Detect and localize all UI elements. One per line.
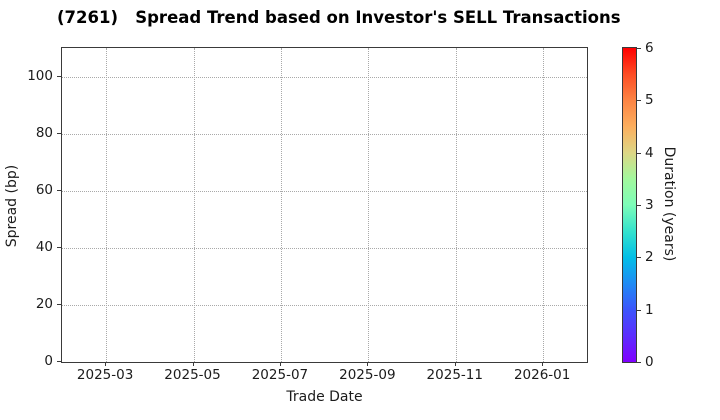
colorbar-tick-mark bbox=[637, 152, 641, 154]
x-tick-mark bbox=[105, 362, 107, 366]
x-tick-mark bbox=[454, 362, 456, 366]
y-tick-mark bbox=[57, 361, 61, 362]
colorbar-tick-label: 3 bbox=[645, 197, 654, 213]
y-gridline bbox=[62, 76, 587, 78]
colorbar-tick-label: 0 bbox=[645, 354, 654, 370]
x-tick-label: 2025-09 bbox=[339, 367, 396, 383]
x-gridline bbox=[280, 48, 282, 362]
colorbar-tick-label: 6 bbox=[645, 40, 654, 56]
y-tick-label: 40 bbox=[35, 238, 53, 255]
y-tick-mark bbox=[57, 189, 61, 191]
colorbar-tick-mark bbox=[637, 100, 641, 102]
x-tick-mark bbox=[279, 362, 281, 366]
x-tick-mark bbox=[192, 362, 194, 366]
y-tick-mark bbox=[57, 75, 61, 77]
y-tick-label: 20 bbox=[35, 295, 53, 312]
colorbar-tick-label: 1 bbox=[645, 301, 654, 318]
y-tick-label: 100 bbox=[27, 67, 53, 84]
x-tick-label: 2026-01 bbox=[513, 367, 571, 383]
x-gridline bbox=[543, 48, 545, 362]
colorbar-tick-label: 5 bbox=[645, 92, 654, 109]
y-tick-label: 80 bbox=[35, 124, 53, 141]
y-gridline bbox=[62, 247, 587, 249]
y-tick-label: 60 bbox=[35, 181, 53, 198]
colorbar-tick-label: 2 bbox=[645, 249, 654, 266]
y-gridline bbox=[62, 133, 587, 135]
x-gridline bbox=[106, 48, 108, 362]
colorbar-tick-mark bbox=[637, 257, 641, 259]
colorbar-tick-mark bbox=[637, 205, 641, 206]
y-gridline bbox=[62, 304, 587, 306]
colorbar-tick-mark bbox=[637, 362, 641, 363]
x-tick-label: 2025-05 bbox=[164, 367, 221, 383]
x-tick-mark bbox=[367, 362, 369, 366]
y-tick-mark bbox=[57, 132, 61, 134]
x-gridline bbox=[368, 48, 370, 362]
y-gridline bbox=[62, 190, 587, 192]
colorbar bbox=[622, 47, 637, 363]
colorbar-tick-label: 4 bbox=[645, 144, 654, 161]
y-tick-label: 0 bbox=[44, 353, 53, 369]
x-tick-label: 2025-03 bbox=[76, 367, 134, 383]
y-tick-mark bbox=[57, 303, 61, 305]
chart-title: (7261) Spread Trend based on Investor's … bbox=[57, 8, 621, 27]
x-gridline bbox=[455, 48, 457, 362]
colorbar-tick-mark bbox=[637, 48, 641, 49]
x-tick-label: 2025-07 bbox=[251, 367, 309, 383]
x-gridline bbox=[193, 48, 195, 362]
plot-area bbox=[61, 47, 588, 363]
y-tick-mark bbox=[57, 246, 61, 248]
colorbar-tick-mark bbox=[637, 309, 641, 311]
x-tick-label: 2025-11 bbox=[426, 367, 483, 383]
x-axis-label: Trade Date bbox=[286, 389, 363, 405]
x-tick-mark bbox=[542, 362, 544, 366]
